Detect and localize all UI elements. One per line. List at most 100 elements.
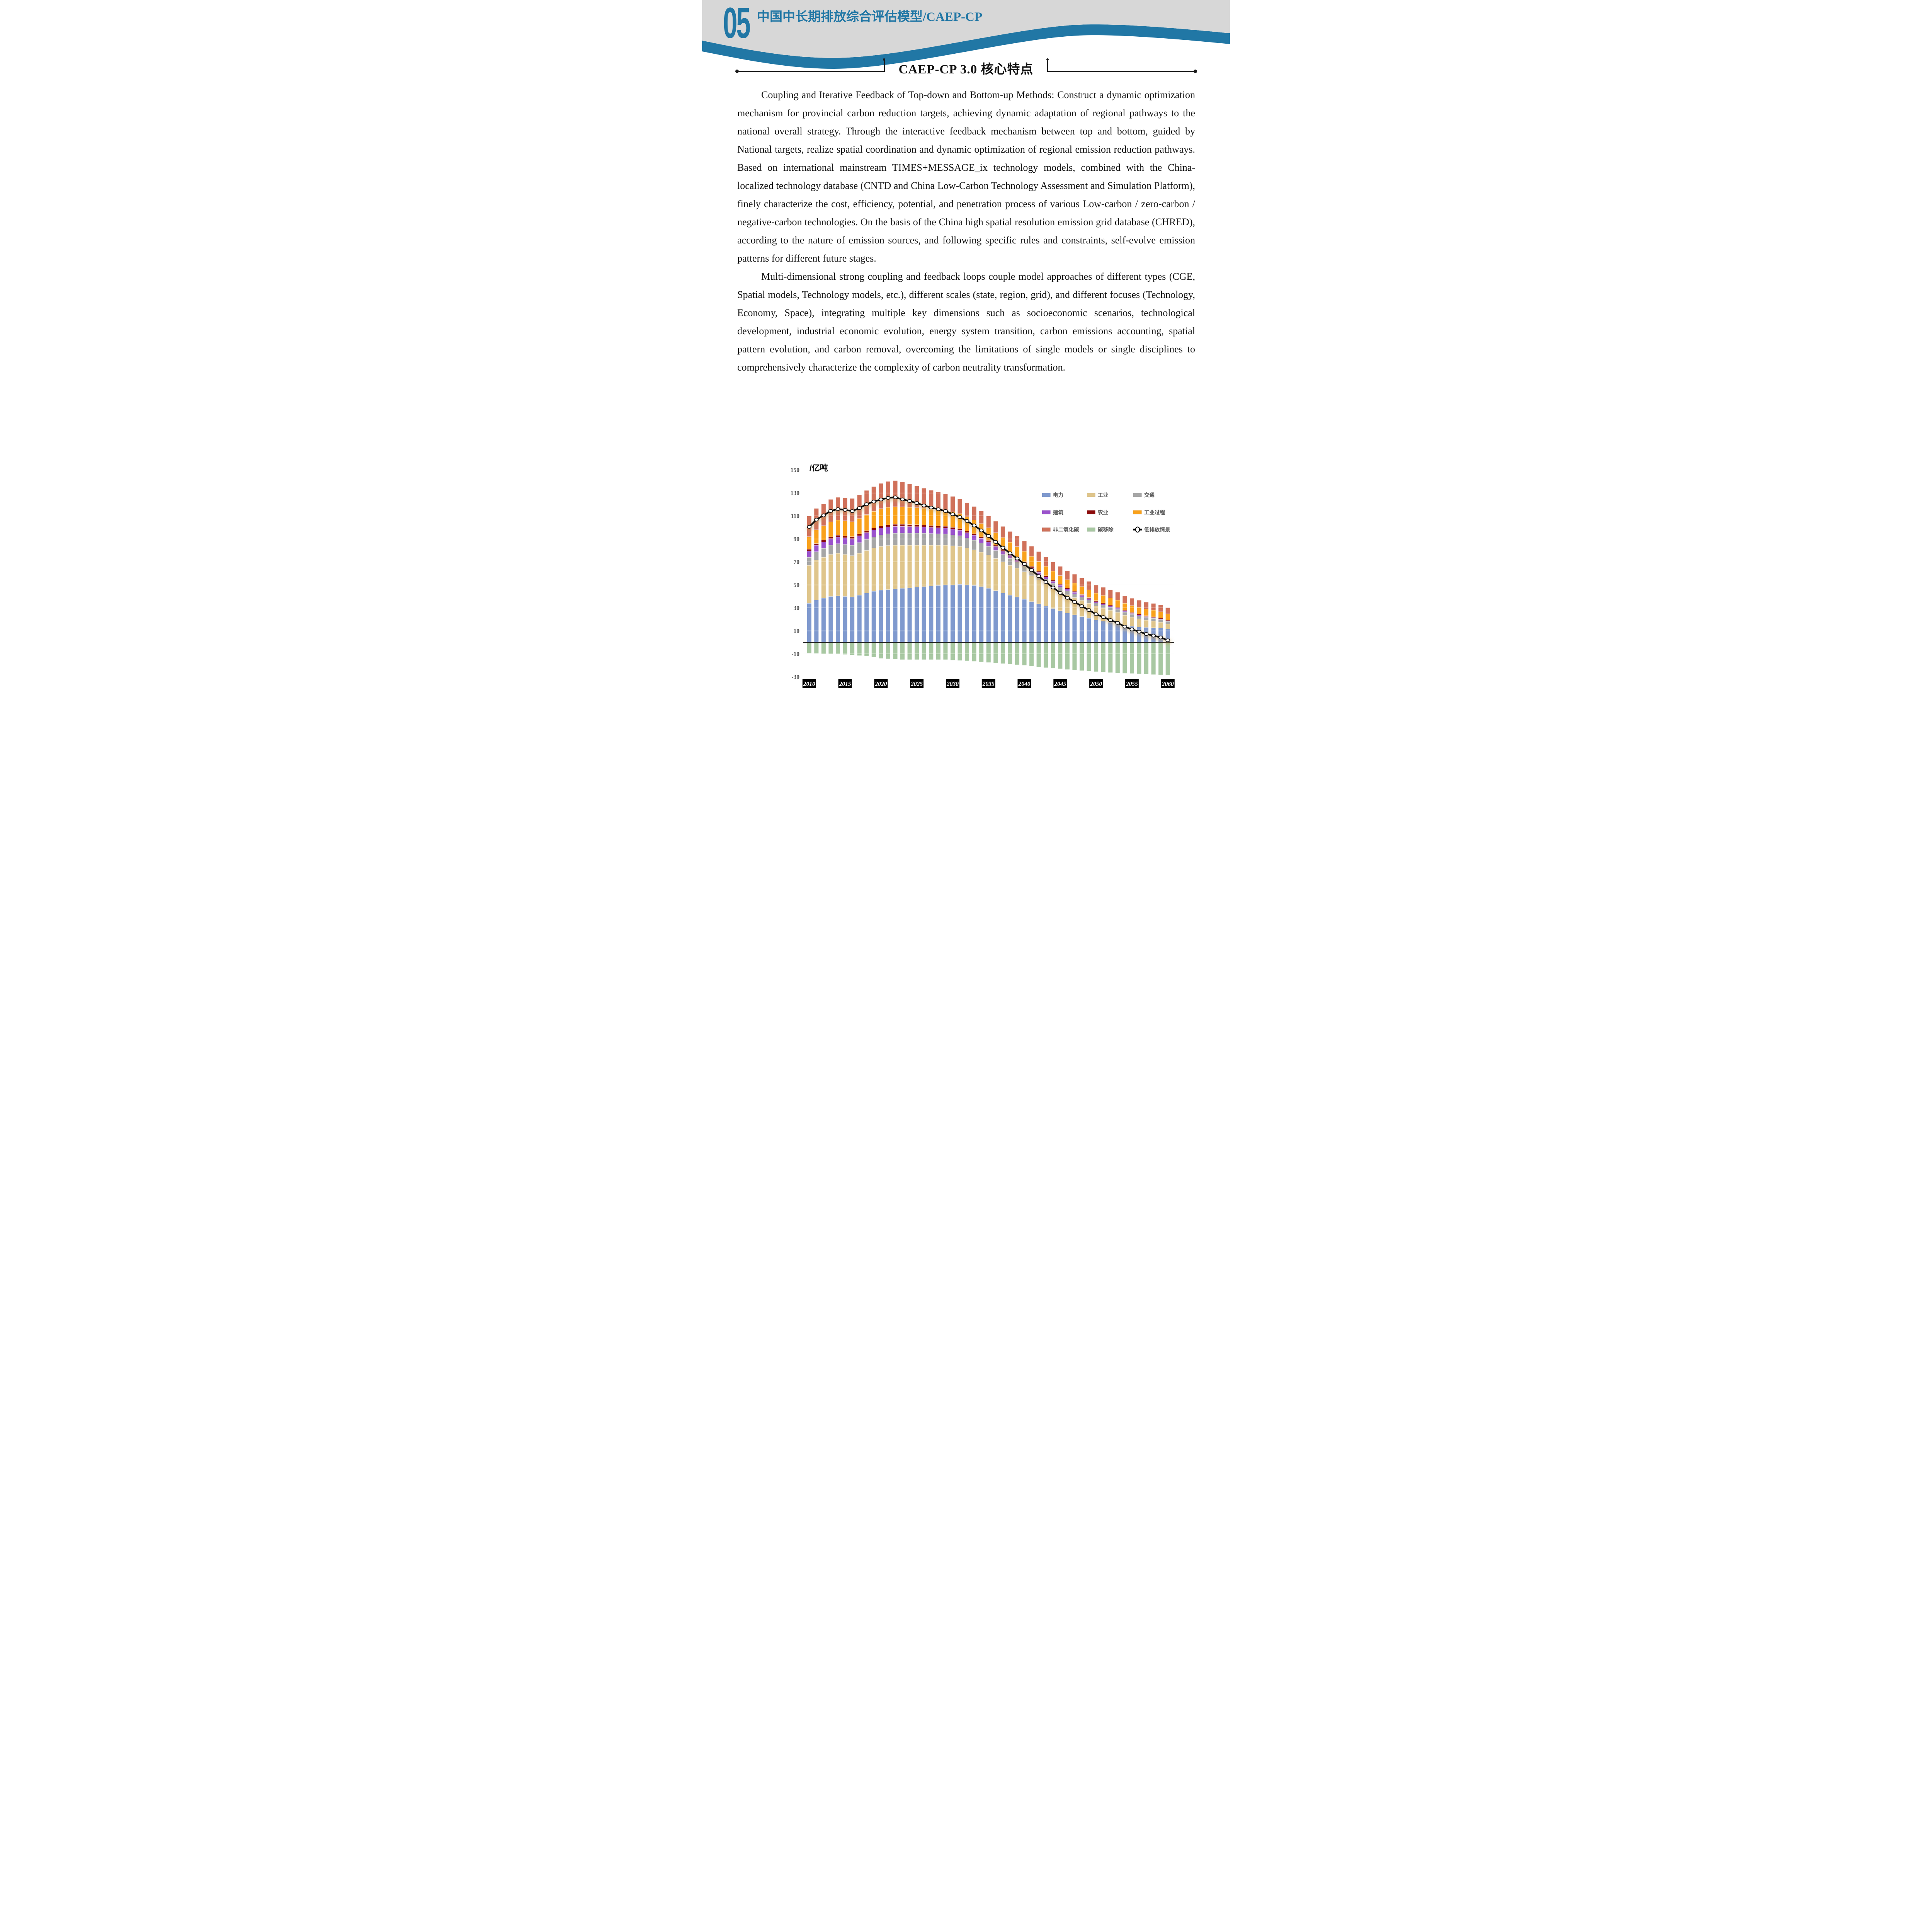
line-marker	[1137, 630, 1141, 634]
bar-power	[850, 597, 855, 643]
bar-non-co2	[886, 481, 891, 508]
line-marker	[957, 515, 962, 519]
bar-power	[936, 585, 941, 643]
x-tick-box	[1017, 679, 1031, 688]
bar-non-co2	[1115, 592, 1120, 600]
y-tick-label: 70	[794, 559, 800, 565]
bar-industry	[929, 545, 934, 587]
bar-industry	[1000, 561, 1005, 593]
left-tick-dot	[883, 58, 885, 61]
bar-buildings	[922, 527, 927, 534]
line-marker	[1151, 634, 1156, 638]
bar-non-co2	[922, 488, 927, 509]
bar-industrial-process	[1072, 583, 1077, 592]
bar-agriculture	[807, 549, 812, 551]
bar-industrial-process	[871, 511, 876, 528]
x-tick-box	[1053, 679, 1067, 688]
legend-item-carbon-removal: 碳移除	[1087, 527, 1114, 533]
line-marker	[1058, 591, 1063, 595]
bar-agriculture	[886, 524, 891, 527]
bar-power	[950, 585, 955, 643]
bar-carbon-removal	[1043, 642, 1048, 668]
bar-non-co2	[979, 510, 984, 524]
bar-buildings	[914, 526, 919, 534]
x-tick-year: 2050	[1090, 681, 1102, 687]
bar-industrial-process	[1079, 586, 1084, 595]
legend-swatch-non-co2	[1042, 527, 1051, 532]
bar-industry	[943, 545, 948, 585]
bar-agriculture	[922, 525, 927, 527]
bar-transport	[936, 534, 941, 546]
y-tick-label: 30	[794, 605, 800, 611]
line-marker	[1029, 568, 1034, 572]
bar-agriculture	[929, 525, 934, 528]
bar-buildings	[900, 526, 905, 534]
line-marker	[828, 509, 833, 513]
bar-carbon-removal	[1000, 642, 1005, 664]
bar-carbon-removal	[821, 642, 826, 654]
bar-carbon-removal	[1072, 642, 1077, 670]
bar-power	[929, 586, 934, 643]
bar-carbon-removal	[1051, 642, 1056, 668]
legend-line-marker	[1135, 526, 1140, 533]
x-tick-year: 2055	[1126, 681, 1138, 687]
bar-industrial-process	[1115, 600, 1120, 608]
bar-agriculture	[821, 540, 826, 542]
line-marker	[936, 507, 941, 511]
bar-agriculture	[1029, 566, 1034, 568]
line-marker	[950, 512, 955, 516]
bar-carbon-removal	[871, 642, 876, 658]
legend-label-agriculture: 农业	[1097, 509, 1108, 515]
line-marker	[857, 506, 862, 510]
bar-industrial-process	[864, 514, 869, 531]
bar-non-co2	[1058, 566, 1063, 576]
bar-industrial-process	[1086, 590, 1092, 598]
bar-industry	[1122, 615, 1127, 626]
bar-power	[986, 588, 991, 643]
bar-power	[979, 586, 984, 643]
bar-carbon-removal	[886, 642, 891, 659]
bar-transport	[1151, 618, 1156, 622]
header-wave-blue	[702, 24, 1230, 69]
x-tick-year: 2020	[874, 681, 887, 687]
chart-region: 150 130 110 90 70 50 30 10 -10 -30/亿吨 2010 2015 2020…	[702, 458, 1230, 691]
bar-carbon-removal	[1007, 642, 1013, 665]
bar-power	[900, 588, 905, 643]
header-wave-graphic	[702, 0, 1230, 69]
bar-agriculture	[943, 526, 948, 529]
x-tick-year: 2015	[839, 681, 851, 687]
line-marker	[1158, 635, 1163, 639]
bar-power	[1136, 627, 1142, 643]
bar-transport	[842, 544, 848, 555]
bar-buildings	[936, 527, 941, 534]
bar-carbon-removal	[1086, 642, 1092, 672]
bar-buildings	[957, 530, 963, 536]
bar-industrial-process	[807, 536, 812, 549]
bar-carbon-removal	[1108, 642, 1113, 673]
bar-power	[943, 585, 948, 643]
y-tick-label: 10	[794, 628, 800, 634]
legend-swatch-industrial-process	[1133, 510, 1142, 515]
bar-carbon-removal	[835, 642, 840, 655]
bar-carbon-removal	[1136, 642, 1142, 674]
bar-buildings	[907, 526, 912, 534]
bar-transport	[878, 535, 883, 547]
left-rule	[738, 71, 884, 72]
bar-industrial-process	[821, 526, 826, 541]
bar-industry	[922, 545, 927, 587]
bar-agriculture	[979, 536, 984, 539]
bar-industrial-process	[893, 507, 898, 525]
bar-non-co2	[1043, 556, 1048, 567]
bar-carbon-removal	[936, 642, 941, 660]
x-tick-year: 2010	[803, 681, 815, 687]
left-rule-dot	[735, 70, 739, 73]
bar-industry	[950, 546, 955, 585]
bar-industry	[979, 552, 984, 587]
bar-transport	[835, 543, 840, 554]
line-marker	[979, 528, 984, 532]
legend-swatch-agriculture	[1087, 510, 1095, 515]
bar-buildings	[871, 530, 876, 537]
header-page-number: 05	[723, 0, 751, 47]
line-marker	[871, 500, 876, 503]
line-marker	[993, 540, 998, 544]
